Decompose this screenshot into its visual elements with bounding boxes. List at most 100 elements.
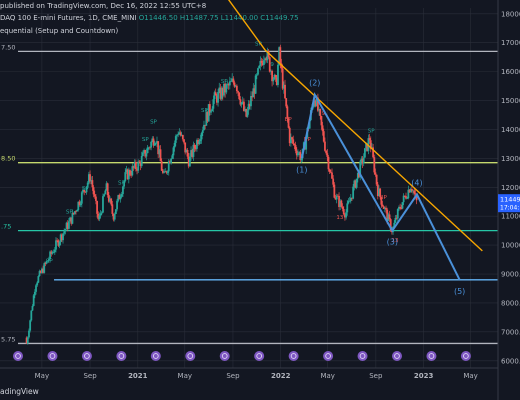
candle-body: [322, 131, 325, 142]
wave-label: (5): [454, 287, 465, 296]
candle-body: [83, 189, 86, 192]
candle-body: [205, 112, 208, 126]
candle-body: [272, 79, 275, 82]
candle-body: [78, 201, 81, 206]
candle-body: [127, 170, 130, 180]
candle-body: [405, 196, 407, 199]
td-mark: SP: [142, 137, 149, 143]
candle-body: [233, 82, 236, 87]
earnings-event-icon: [219, 351, 230, 361]
candle-body: [130, 174, 133, 176]
candle-body: [56, 240, 59, 242]
candle-body: [386, 209, 389, 221]
candle-body: [388, 214, 391, 220]
candle-body: [286, 106, 289, 119]
candle-body: [334, 197, 337, 200]
earnings-event-icon: [116, 351, 127, 361]
time-tick-label: May: [463, 372, 477, 380]
candle-body: [90, 180, 93, 182]
candle-body: [347, 201, 350, 204]
candle-body: [51, 252, 54, 254]
candle-body: [193, 144, 196, 149]
candle-body: [297, 153, 299, 156]
candle-body: [325, 150, 328, 154]
price-tick-label: 9000.00: [501, 271, 520, 279]
event-icon-glyph: [325, 353, 331, 359]
candle-body: [164, 171, 167, 172]
candle-body: [274, 74, 277, 78]
indicator-legend: equential (Setup and Countdown): [0, 27, 119, 35]
candle-body: [102, 196, 104, 213]
time-tick-label: May: [178, 372, 192, 380]
event-icon-glyph: [359, 353, 366, 359]
candle-body: [305, 137, 308, 150]
candle-body: [173, 142, 176, 148]
earnings-event-icon: [426, 351, 437, 361]
candle-body: [188, 156, 191, 167]
candle-body: [399, 206, 402, 209]
candle-body: [197, 140, 200, 145]
candle-body: [31, 305, 34, 311]
candle-body: [62, 233, 64, 241]
candle-body: [223, 83, 225, 96]
candle-body: [119, 196, 122, 200]
candle-body: [44, 263, 47, 264]
candle-body: [134, 161, 137, 169]
candle-body: [345, 212, 347, 218]
candle-body: [59, 234, 62, 242]
candle-body: [172, 147, 175, 156]
candle-body: [180, 134, 183, 136]
candle-body: [194, 148, 197, 150]
candle-body: [72, 212, 75, 214]
candle-body: [66, 222, 69, 229]
candle-body: [181, 134, 184, 140]
candle-body: [131, 166, 134, 176]
price-tick-label: 18000.00: [501, 10, 520, 18]
candle-body: [273, 74, 276, 80]
candle-body: [77, 201, 80, 210]
candle-body: [123, 180, 126, 187]
price-axis[interactable]: 6000.00 7000.00 8000.00 9000.00 10000.00 1100…: [497, 0, 520, 400]
time-axis[interactable]: May Sep 2021 May Sep 2022 May Sep 2023 May: [0, 367, 498, 380]
candle-body: [360, 158, 363, 162]
candle-body: [95, 196, 97, 201]
time-tick-label: Sep: [369, 372, 383, 380]
candle-body: [137, 161, 140, 171]
candle-body: [266, 50, 269, 61]
price-tick-label: 10000.00: [501, 242, 520, 250]
ohlc-values: O11446.50 H11487.75 L11440.00 C11449.75: [138, 14, 299, 22]
candle-body: [300, 158, 303, 161]
candle-body: [36, 282, 39, 286]
candle-body: [96, 200, 98, 214]
wave-label: (3): [387, 238, 398, 247]
td-mark: 9: [322, 111, 326, 117]
candle-body: [176, 135, 178, 137]
candle-body: [114, 209, 117, 214]
candle-body: [289, 137, 292, 144]
candle-body: [143, 150, 145, 153]
candle-body: [376, 184, 379, 197]
candle-body: [97, 213, 100, 220]
candle-body: [63, 231, 66, 234]
td-mark: BP: [285, 117, 293, 123]
chart-grid: [0, 8, 498, 368]
candle-body: [408, 189, 411, 193]
candle-body: [147, 147, 150, 149]
candle-body: [277, 64, 279, 86]
candle-body: [207, 104, 210, 122]
candle-body: [313, 100, 316, 107]
candle-body: [287, 118, 290, 128]
event-icon-glyph: [221, 353, 228, 359]
candle-body: [279, 47, 282, 64]
candle-body: [319, 109, 322, 116]
symbol-name: DAQ 100 E-mini Futures, 1D, CME_MINI: [0, 14, 139, 22]
candle-body: [118, 195, 121, 200]
event-markers: [13, 351, 471, 361]
candle-body: [113, 213, 116, 220]
candle-body: [132, 166, 135, 168]
earnings-event-icon: [150, 351, 161, 361]
candle-body: [40, 268, 43, 273]
candle-body: [356, 172, 359, 179]
candle-body: [138, 161, 141, 163]
